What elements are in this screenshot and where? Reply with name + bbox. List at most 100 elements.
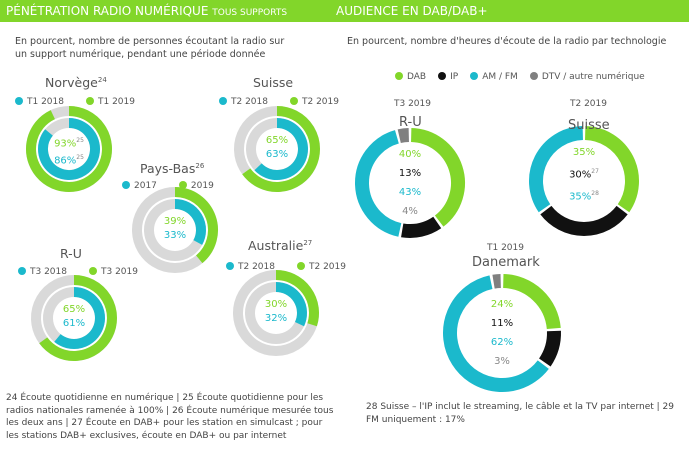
- legend-item: DTV / autre numérique: [529, 72, 645, 82]
- chart-period: T1 2019: [487, 243, 524, 253]
- chart-period: T3 2019: [394, 99, 431, 109]
- center-values: 24% 11% 62% 3%: [472, 295, 532, 371]
- chart-title-text: Pays-Bas: [140, 161, 196, 176]
- inner-ring-value: [254, 118, 308, 180]
- legend-dot-icon: [290, 97, 298, 105]
- chart-title: Norvège24: [45, 75, 107, 90]
- legend-dot-icon: [89, 267, 97, 275]
- legend-label: 2019: [190, 181, 214, 191]
- legend-label: IP: [450, 72, 459, 82]
- right-legend: DAB IP AM / FM DTV / autre numérique: [395, 72, 657, 82]
- donut-segment-am-fm: [443, 275, 549, 392]
- outer-ring-value: [275, 270, 319, 327]
- legend-label: T3 2018: [30, 267, 67, 277]
- legend-item: T1 2018: [15, 97, 64, 107]
- donut-segment-am-fm: [355, 130, 402, 237]
- legend-dot-icon: [395, 72, 403, 80]
- inner-value-label: 32%: [264, 313, 288, 324]
- chart-period: T2 2019: [570, 99, 607, 109]
- outer-ring-value: [174, 187, 218, 264]
- chart-title-text: Suisse: [253, 75, 294, 90]
- center-values: 65% 63%: [247, 134, 307, 162]
- center-values: 39% 33%: [145, 215, 205, 243]
- legend-dot-icon: [297, 262, 305, 270]
- chart-legend: T2 2018 T2 2019: [219, 97, 361, 107]
- legend-item: DAB: [395, 72, 426, 82]
- inner-ring-value: [275, 282, 307, 327]
- inner-ring-value: [38, 118, 100, 180]
- footnote-ref: 27: [591, 168, 599, 175]
- outer-ring-value: [39, 275, 117, 361]
- donut-segment-dab: [410, 128, 465, 227]
- outer-ring-value: [242, 106, 320, 192]
- legend-label: 2017: [134, 181, 157, 191]
- center-values: 65% 61%: [44, 303, 104, 331]
- legend-dot-icon: [470, 72, 479, 80]
- center-values: 93%25 86%25: [39, 134, 99, 169]
- footnote-ref: 24: [97, 75, 107, 84]
- chart-title: Pays-Bas26: [140, 161, 204, 176]
- donut-segment-dtv-autre-num-rique: [492, 274, 501, 289]
- chart-legend: T2 2018 T2 2019: [226, 262, 368, 272]
- legend-dot-icon: [219, 97, 227, 105]
- legend-dot-icon: [529, 72, 538, 80]
- chart-title: Suisse: [568, 118, 610, 133]
- legend-item: T1 2019: [86, 97, 135, 107]
- legend-label: T1 2018: [27, 97, 64, 107]
- chart-title: Australie27: [248, 238, 312, 253]
- inner-value-label: 63%: [265, 149, 289, 160]
- inner-value-label: 33%: [163, 230, 187, 241]
- legend-label: T2 2018: [238, 262, 275, 272]
- segment-value-label: 3%: [494, 356, 510, 367]
- legend-label: AM / FM: [482, 72, 518, 82]
- donut-segment-ip: [401, 216, 442, 238]
- segment-value-label: 62%: [490, 337, 514, 348]
- segment-value-label: 11%: [490, 318, 514, 329]
- segment-value-label: 40%: [398, 149, 422, 160]
- center-values: 30% 32%: [246, 298, 306, 326]
- right-section-title: AUDIENCE EN DAB/DAB+: [336, 4, 488, 18]
- donut-segment-dab: [584, 126, 639, 213]
- footnote-ref: 25: [76, 154, 84, 162]
- legend-label: DTV / autre numérique: [541, 72, 645, 82]
- outer-value-label: 30%: [264, 299, 288, 310]
- chart-title-text: Norvège: [45, 75, 98, 90]
- legend-item: T3 2018: [18, 267, 67, 277]
- footnote-right: 28 Suisse – l'IP inclut le streaming, le…: [366, 402, 674, 425]
- legend-item: T3 2019: [89, 267, 138, 277]
- segment-value-label: 43%: [398, 187, 422, 198]
- outer-value-label: 65%: [62, 304, 86, 315]
- legend-label: T3 2019: [101, 267, 138, 277]
- legend-label: T2 2019: [309, 262, 346, 272]
- chart-title: R-U: [60, 246, 82, 261]
- outer-value-label: 65%: [265, 135, 289, 146]
- chart-title: Suisse: [253, 75, 293, 90]
- segment-value-label: 13%: [398, 168, 422, 179]
- legend-item: 2017: [122, 181, 157, 191]
- inner-ring-value: [54, 287, 105, 349]
- legend-item: T2 2018: [219, 97, 268, 107]
- outer-value-label: 93%: [54, 138, 77, 150]
- footnote-ref: 26: [195, 161, 205, 170]
- legend-label: T2 2019: [302, 97, 339, 107]
- donut-segment-am-fm: [529, 126, 584, 213]
- legend-dot-icon: [15, 97, 23, 105]
- donut-segment-ip: [538, 330, 561, 367]
- chart-title-text: Australie: [248, 238, 304, 253]
- footnote-ref: 28: [591, 190, 599, 198]
- legend-label: DAB: [407, 72, 427, 82]
- legend-dot-icon: [18, 267, 26, 275]
- left-subtitle: En pourcent, nombre de personnes écoutan…: [15, 36, 285, 60]
- footnote-ref: 27: [303, 238, 313, 247]
- legend-label: T1 2019: [98, 97, 135, 107]
- donut-segment-dab: [502, 274, 561, 330]
- outer-value-label: 39%: [163, 216, 187, 227]
- outer-ring-value: [26, 106, 112, 192]
- inner-ring-value: [174, 199, 206, 245]
- donut-segment-ip: [540, 205, 628, 236]
- legend-item: T2 2019: [297, 262, 346, 272]
- left-section-title: PÉNÉTRATION RADIO NUMÉRIQUE TOUS SUPPORT…: [6, 4, 288, 18]
- legend-dot-icon: [178, 181, 187, 189]
- legend-item: T2 2018: [226, 262, 275, 272]
